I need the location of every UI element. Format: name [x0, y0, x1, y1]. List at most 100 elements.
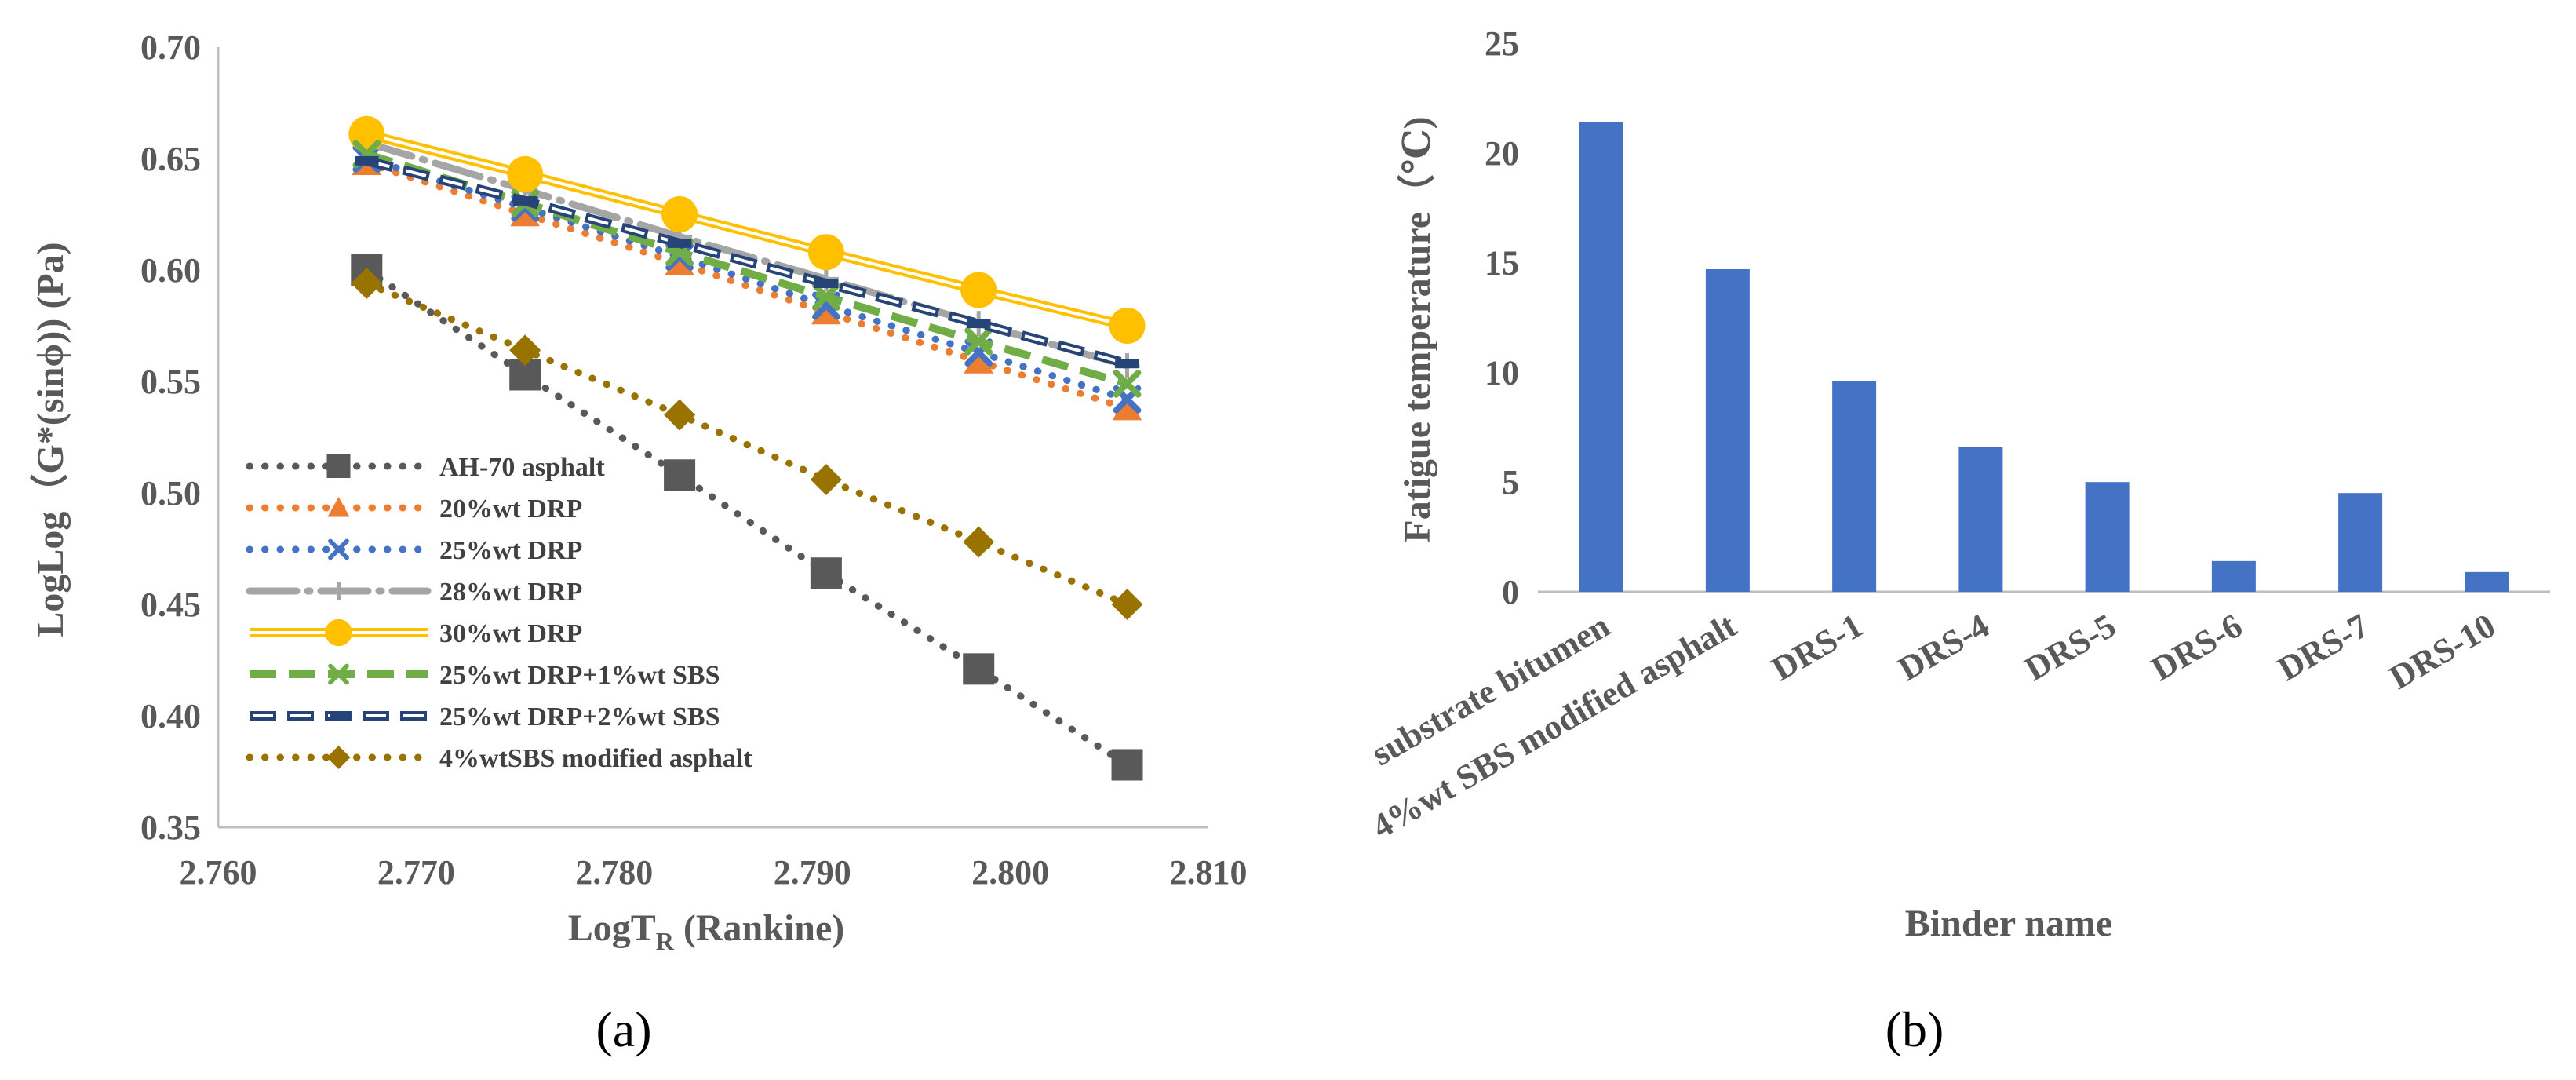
data-point	[964, 346, 993, 374]
data-point	[1112, 393, 1142, 421]
data-point	[512, 196, 537, 206]
bar-drs-1	[1832, 381, 1877, 592]
legend-label: 28%wt DRP	[439, 578, 582, 607]
data-point	[966, 319, 991, 329]
series-group-a	[348, 115, 1146, 781]
y-tick-labels-a: 0.35 0.40 0.45 0.50 0.55 0.60 0.65 0.70	[140, 28, 201, 847]
legend-entry: AH-70 asphalt	[246, 453, 605, 482]
y-tick-a: 0.50	[140, 474, 201, 513]
x-axis-label-subscript: R	[656, 927, 675, 955]
y-tick-b: 25	[1485, 24, 1519, 63]
y-tick-a: 0.45	[140, 586, 201, 624]
x-tick-labels-a: 2.760 2.770 2.780 2.790 2.800 2.810	[180, 853, 1248, 892]
bar-drs-5	[2085, 482, 2130, 592]
series-line	[363, 266, 1131, 768]
x-tick-a: 2.800	[971, 853, 1049, 892]
legend-entry: 28%wt DRP	[246, 578, 582, 607]
data-point	[963, 526, 995, 558]
bar-drs-6	[2211, 560, 2256, 592]
bar-drs-4	[1958, 447, 2003, 592]
legend-label: AH-70 asphalt	[439, 453, 605, 482]
y-axis-label-a: LogLog（G*(sinϕ)) (Pa)	[30, 242, 71, 637]
series-25-wt-drp	[352, 144, 1142, 414]
x-tick-a: 2.760	[180, 853, 257, 892]
legend-label: 20%wt DRP	[439, 494, 582, 524]
series-28-wt-drp	[354, 130, 1140, 379]
data-point	[814, 279, 839, 288]
legend-entry: 4%wtSBS modified asphalt	[246, 744, 752, 773]
y-axis-label-b: Fatigue temperature（℃)	[1397, 116, 1438, 542]
category-label: DRS-4	[1892, 606, 1995, 688]
y-tick-a: 0.40	[140, 697, 201, 735]
data-point	[1111, 749, 1143, 781]
series-line	[366, 159, 1128, 366]
marker-stroke	[964, 327, 993, 356]
category-label: DRS-1	[1765, 606, 1869, 688]
legend-label: 25%wt DRP	[439, 536, 582, 565]
line-chart-a: 0.350.400.450.500.550.600.650.70 2.760 2.…	[30, 28, 1248, 1057]
series-line	[363, 279, 1131, 608]
marker-stroke	[1113, 369, 1142, 398]
x-axis-label-b: Binder name	[1905, 903, 2112, 944]
y-tick-b: 0	[1502, 573, 1519, 611]
legend-marker	[330, 712, 348, 720]
series-4-wtsbs-modified-asphalt	[351, 268, 1143, 620]
legend-marker	[325, 618, 352, 647]
y-tick-a: 0.65	[140, 140, 201, 178]
series-line	[363, 155, 1131, 403]
legend-entry: 20%wt DRP	[246, 494, 582, 524]
data-point	[807, 234, 844, 271]
data-point	[810, 463, 842, 495]
legend-label: 4%wtSBS modified asphalt	[439, 744, 752, 773]
legend-entry: 30%wt DRP	[250, 618, 582, 648]
legend-marker	[329, 582, 348, 600]
data-point	[507, 155, 544, 192]
series-line	[363, 159, 1131, 412]
data-point	[1111, 589, 1143, 620]
data-point	[510, 199, 540, 227]
data-point	[1115, 359, 1139, 369]
data-point	[661, 196, 698, 232]
y-tick-b: 20	[1485, 134, 1519, 173]
legend-marker	[326, 454, 351, 478]
data-point	[963, 653, 995, 685]
legend-marker	[327, 496, 350, 517]
category-label: DRS-5	[2018, 606, 2122, 688]
category-label: DRS-10	[2383, 606, 2502, 697]
category-label: DRS-7	[2272, 606, 2375, 688]
x-tick-a: 2.810	[1170, 853, 1248, 892]
legend-marker	[328, 538, 349, 560]
legend-marker	[326, 746, 351, 769]
data-point	[811, 297, 841, 325]
series-25-wt-drp-2-wt-sbs	[355, 155, 1139, 369]
data-point	[964, 327, 993, 356]
category-label: DRS-6	[2144, 606, 2248, 688]
y-tick-a: 0.55	[140, 363, 201, 401]
marker-stroke	[812, 283, 840, 311]
series-line	[366, 132, 1128, 327]
data-point	[509, 334, 541, 367]
data-point	[667, 238, 692, 248]
data-point	[664, 459, 696, 491]
data-point	[665, 248, 694, 275]
legend-entry: 25%wt DRP	[246, 536, 582, 565]
y-tick-a: 0.70	[140, 28, 201, 67]
data-point	[1109, 308, 1146, 344]
legend-label: 30%wt DRP	[439, 619, 582, 648]
bar-drs-10	[2465, 571, 2509, 592]
data-point	[355, 155, 379, 166]
data-point	[348, 115, 385, 152]
y-tick-b: 15	[1485, 244, 1519, 283]
legend-marker	[328, 663, 349, 685]
x-axis-label-main: LogT	[568, 907, 656, 949]
y-tick-a: 0.35	[140, 808, 201, 847]
data-point	[960, 272, 997, 308]
x-tick-a: 2.790	[774, 853, 851, 892]
legend-entry: 25%wt DRP+1%wt SBS	[250, 661, 720, 690]
data-point	[351, 268, 383, 300]
data-point	[1113, 369, 1142, 398]
bars-b	[1579, 122, 2509, 592]
x-tick-a: 2.770	[377, 853, 455, 892]
y-tick-labels-b: 0 5 10 15 20 25	[1485, 24, 1519, 611]
